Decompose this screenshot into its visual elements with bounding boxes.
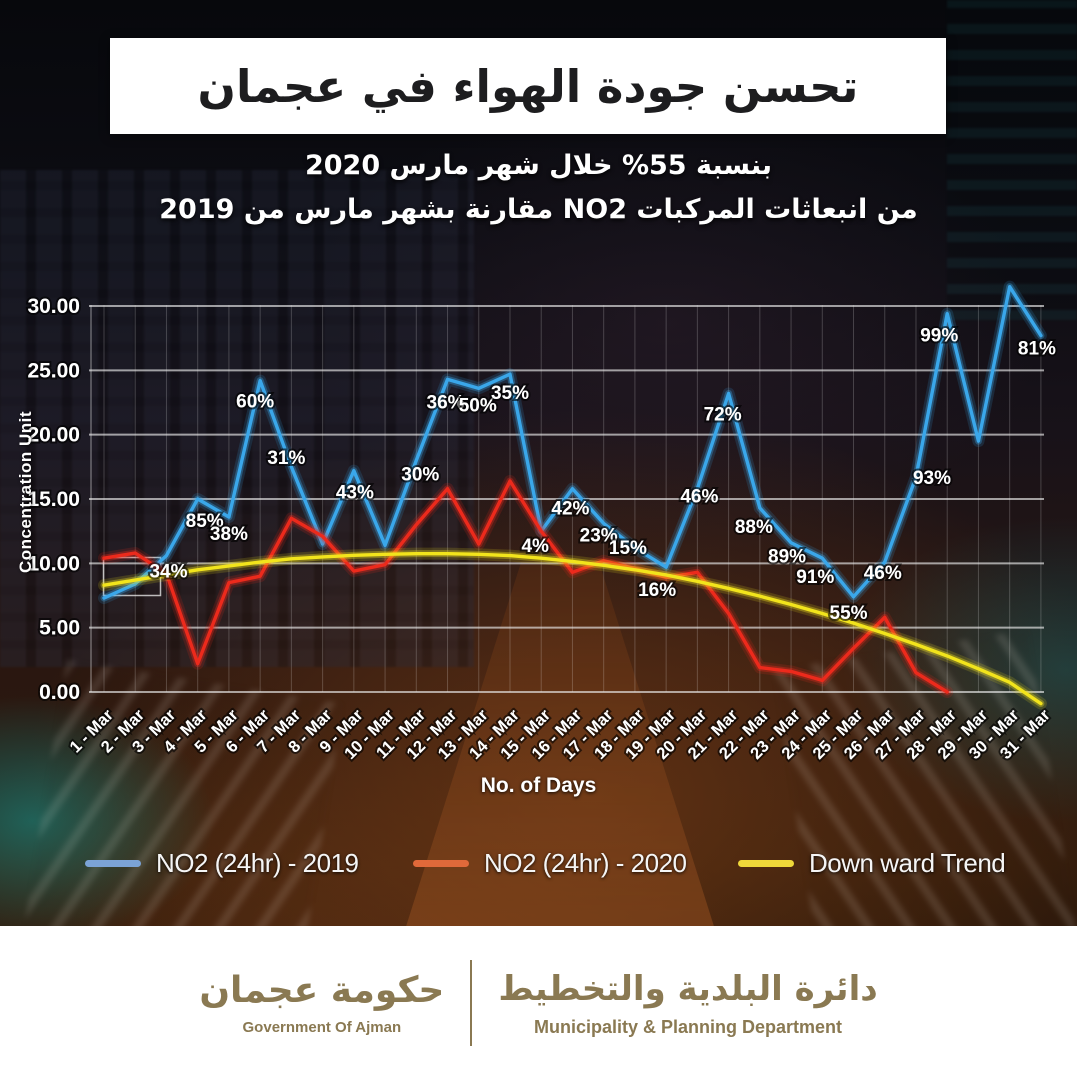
title-box: تحسن جودة الهواء في عجمان: [110, 38, 946, 134]
svg-text:15.00: 15.00: [27, 488, 80, 511]
svg-text:34%: 34%: [149, 562, 187, 583]
legend-item-2019: NO2 (24hr) - 2019: [85, 843, 359, 883]
svg-text:42%: 42%: [551, 499, 589, 520]
series-2-line: [102, 551, 1043, 706]
svg-text:81%: 81%: [1018, 339, 1056, 360]
svg-text:36%: 36%: [427, 392, 465, 413]
subtitle-line1: بنسبة 55% خلال شهر مارس 2020: [304, 150, 773, 181]
svg-text:5.00: 5.00: [39, 617, 80, 640]
svg-text:43%: 43%: [336, 483, 374, 504]
municipality-planning-logo: دائرة البلدية والتخطيط Municipality & Pl…: [498, 968, 877, 1038]
svg-text:34%: 34%: [149, 562, 187, 583]
series-0-line: [102, 284, 1043, 600]
svg-text:55%: 55%: [830, 603, 868, 624]
svg-text:55%: 55%: [830, 603, 868, 624]
svg-text:35%: 35%: [491, 383, 529, 404]
svg-text:93%: 93%: [913, 468, 951, 489]
svg-text:25.00: 25.00: [27, 359, 80, 382]
svg-text:36%: 36%: [427, 392, 465, 413]
svg-text:42%: 42%: [551, 499, 589, 520]
legend-swatch-2019: [85, 859, 141, 867]
svg-text:23%: 23%: [580, 525, 618, 546]
svg-text:91%: 91%: [796, 567, 834, 588]
legend-label-2019: NO2 (24hr) - 2019: [156, 847, 359, 878]
svg-text:99%: 99%: [920, 326, 958, 347]
government-logo-arabic: حكومة عجمان: [199, 970, 445, 1011]
svg-text:23%: 23%: [580, 525, 618, 546]
series-1-line: [102, 479, 949, 694]
svg-text:31%: 31%: [267, 448, 305, 469]
svg-text:81%: 81%: [1018, 339, 1056, 360]
svg-text:46%: 46%: [864, 563, 902, 584]
svg-text:30%: 30%: [401, 464, 439, 485]
municipality-logo-english: Municipality & Planning Department: [534, 1017, 843, 1037]
chart-legend: NO2 (24hr) - 2019 NO2 (24hr) - 2020 Down…: [0, 843, 1077, 883]
svg-text:5.00: 5.00: [39, 617, 80, 640]
legend-swatch-trend: [738, 859, 794, 867]
subtitle: بنسبة 55% خلال شهر مارس 2020 من انبعاثات…: [0, 144, 1077, 232]
logo-divider: [470, 960, 473, 1046]
y-axis-title: Concentration Unit: [16, 411, 35, 573]
svg-text:72%: 72%: [704, 404, 742, 425]
svg-text:10.00: 10.00: [27, 552, 80, 575]
svg-text:93%: 93%: [913, 468, 951, 489]
svg-text:46%: 46%: [680, 487, 718, 508]
svg-text:30%: 30%: [401, 464, 439, 485]
svg-text:60%: 60%: [236, 392, 274, 413]
svg-text:30.00: 30.00: [27, 295, 80, 318]
svg-text:88%: 88%: [735, 517, 773, 538]
svg-text:20.00: 20.00: [27, 424, 80, 447]
svg-text:35%: 35%: [491, 383, 529, 404]
svg-text:16%: 16%: [638, 580, 676, 601]
tower-texture: [947, 0, 1077, 320]
svg-text:85%: 85%: [186, 511, 224, 532]
svg-text:88%: 88%: [735, 517, 773, 538]
legend-item-2020: NO2 (24hr) - 2020: [413, 843, 687, 883]
svg-text:10.00: 10.00: [27, 552, 80, 575]
svg-text:89%: 89%: [768, 547, 806, 568]
legend-swatch-2020: [413, 859, 469, 867]
svg-text:4%: 4%: [521, 536, 549, 557]
footer: حكومة عجمان Government Of Ajman دائرة ال…: [0, 926, 1077, 1080]
legend-item-trend: Down ward Trend: [738, 843, 1006, 883]
svg-text:72%: 72%: [704, 404, 742, 425]
svg-text:38%: 38%: [210, 524, 248, 545]
buildings-texture: [0, 170, 474, 667]
svg-text:85%: 85%: [186, 511, 224, 532]
svg-text:99%: 99%: [920, 326, 958, 347]
svg-text:31%: 31%: [267, 448, 305, 469]
svg-text:60%: 60%: [236, 392, 274, 413]
svg-text:46%: 46%: [864, 563, 902, 584]
government-of-ajman-logo: حكومة عجمان Government Of Ajman: [199, 970, 444, 1036]
legend-label-trend: Down ward Trend: [809, 847, 1006, 878]
svg-text:20.00: 20.00: [27, 424, 80, 447]
svg-text:16%: 16%: [638, 580, 676, 601]
municipality-logo-arabic: دائرة البلدية والتخطيط: [498, 969, 878, 1009]
legend-label-2020: NO2 (24hr) - 2020: [484, 847, 687, 878]
svg-text:0.00: 0.00: [39, 681, 80, 704]
svg-text:4%: 4%: [521, 536, 549, 557]
svg-text:50%: 50%: [459, 395, 497, 416]
svg-text:43%: 43%: [336, 483, 374, 504]
svg-text:0.00: 0.00: [39, 681, 80, 704]
subtitle-line2: من انبعاثات المركبات NO2 مقارنة بشهر مار…: [159, 194, 918, 225]
x-axis-title: No. of Days: [480, 774, 597, 797]
svg-text:15%: 15%: [609, 538, 647, 559]
svg-text:46%: 46%: [680, 487, 718, 508]
svg-text:50%: 50%: [459, 395, 497, 416]
svg-text:30.00: 30.00: [27, 295, 80, 318]
government-logo-english: Government Of Ajman: [242, 1019, 402, 1036]
svg-text:15%: 15%: [609, 538, 647, 559]
svg-text:89%: 89%: [768, 547, 806, 568]
svg-text:38%: 38%: [210, 524, 248, 545]
svg-text:25.00: 25.00: [27, 359, 80, 382]
page-title: تحسن جودة الهواء في عجمان: [197, 59, 859, 113]
svg-text:91%: 91%: [796, 567, 834, 588]
svg-text:15.00: 15.00: [27, 488, 80, 511]
